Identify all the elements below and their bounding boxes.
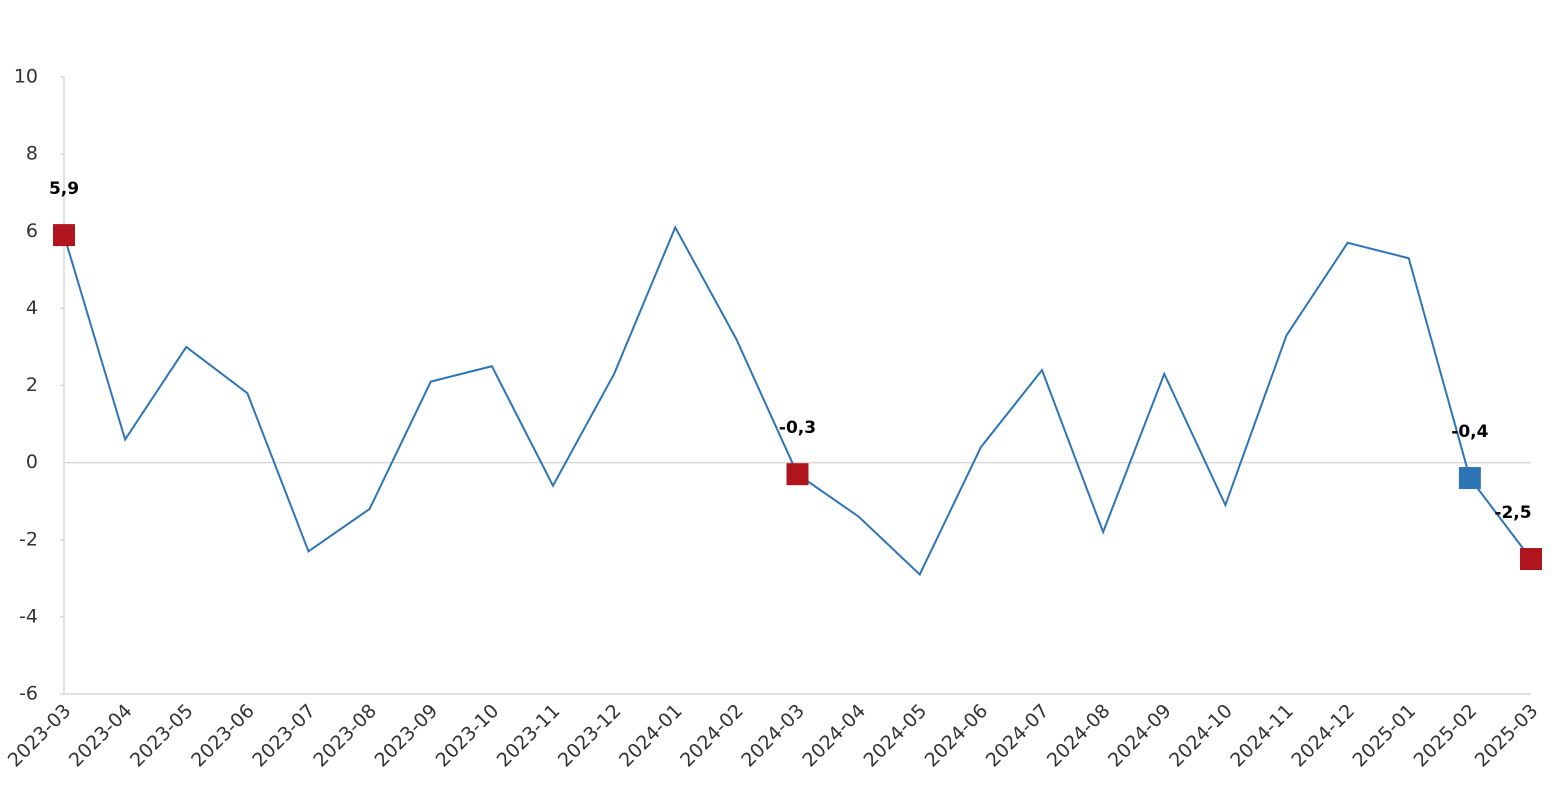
y-tick-label: 4 [26,297,38,319]
x-tick-label: 2023-05 [126,700,198,772]
x-tick-label: 2024-11 [1226,700,1298,772]
y-tick-label: -4 [19,605,38,627]
x-tick-label: 2023-11 [493,700,565,772]
x-tick-label: 2023-07 [248,700,320,772]
x-tick-label: 2023-08 [309,700,381,772]
x-tick-label: 2024-04 [798,700,870,772]
x-tick-label: 2023-10 [432,700,504,772]
x-tick-label: 2024-02 [676,700,748,772]
marker [1458,467,1481,490]
x-tick-label: 2024-12 [1287,700,1359,772]
y-tick-label: -2 [19,528,38,550]
marker [53,224,75,247]
x-tick-label: 2024-09 [1104,700,1176,772]
y-tick-label: 8 [26,143,38,165]
x-tick-label: 2024-08 [1043,700,1115,772]
y-tick-label: 0 [26,451,38,473]
data-label: -2,5 [1494,503,1531,523]
x-tick-label: 2023-03 [4,700,76,772]
line [63,225,1532,577]
x-tick-label: 2024-01 [615,700,687,772]
x-tick-label: 2023-12 [554,700,626,772]
x-tick-label: 2025-01 [1348,700,1420,772]
data-label: 5,9 [49,179,79,199]
x-tick-label: 2024-06 [921,700,993,772]
x-tick-label: 2024-03 [737,700,809,772]
x-tick-label: 2024-05 [859,700,931,772]
x-tick-label: 2023-06 [187,700,259,772]
y-tick-label: -6 [19,683,38,705]
y-tick-label: 10 [14,66,38,88]
data-label: -0,3 [779,418,816,438]
marker [786,463,809,486]
y-tick-label: 6 [26,220,38,242]
marker [1520,548,1542,571]
x-tick-label: 2024-10 [1165,700,1237,772]
data-label: -0,4 [1451,422,1488,442]
x-tick-label: 2024-07 [982,700,1054,772]
y-tick-label: 2 [26,374,38,396]
x-tick-label: 2025-02 [1410,700,1482,772]
x-tick-label: 2025-03 [1471,700,1543,772]
x-tick-label: 2023-04 [65,700,137,772]
x-tick-label: 2023-09 [370,700,442,772]
